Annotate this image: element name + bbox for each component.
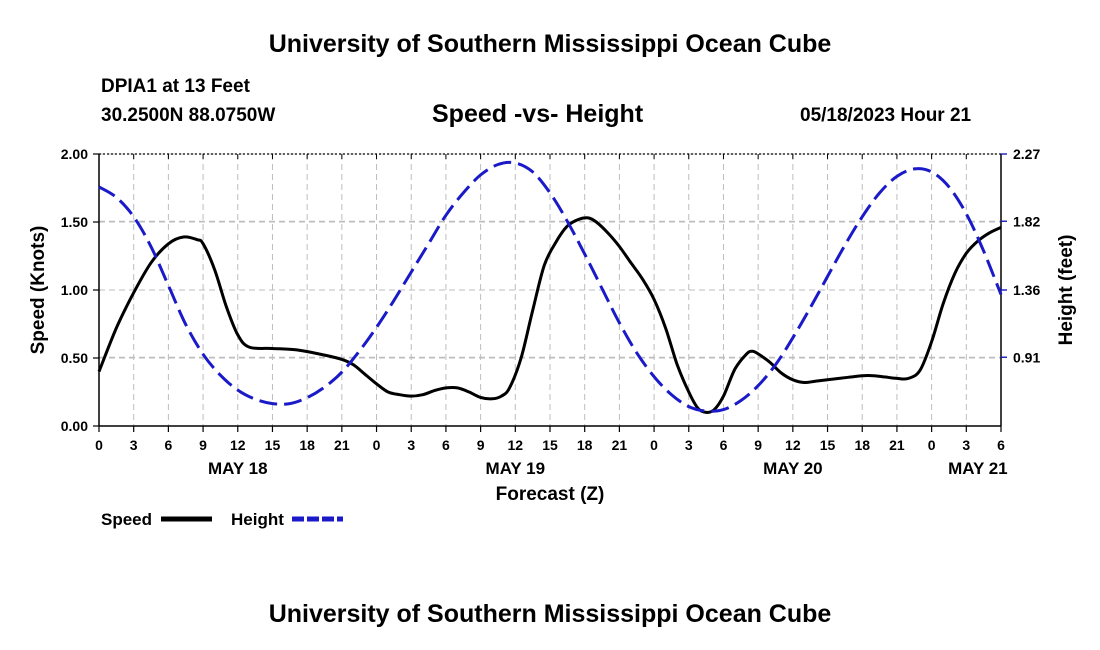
x-tick-label: 15: [265, 437, 281, 453]
x-tick-label: 21: [889, 437, 905, 453]
x-tick-label: 9: [199, 437, 207, 453]
x-tick-label: 3: [685, 437, 693, 453]
y-tick-label-right: 2.27: [1013, 146, 1040, 162]
x-tick-label: 9: [754, 437, 762, 453]
speed-height-chart: 0 3 6 9 12 15 18 21 0 3 6 9 12 15 18 21 0 3 6 9 12 15 18 21 0 3 6 0…: [28, 146, 1077, 529]
footer-title: University of Southern Mississippi Ocean…: [268, 600, 832, 628]
x-tick-label: 12: [230, 437, 246, 453]
y-tick-label-left: 0.50: [61, 350, 88, 366]
y-tick-label-right: 1.82: [1013, 213, 1040, 229]
y-axis-title-left: Speed (Knots): [28, 226, 49, 355]
x-tick-label: 21: [334, 437, 350, 453]
x-tick-label: 6: [442, 437, 450, 453]
speed-series-line: [97, 216, 1002, 414]
station-name: DPIA1 at 13 Feet: [101, 76, 250, 97]
x-tick-label: 6: [997, 437, 1005, 453]
x-tick-label: 0: [928, 437, 936, 453]
x-tick-label: 6: [720, 437, 728, 453]
x-tick-label: 6: [164, 437, 172, 453]
x-tick-label: 0: [373, 437, 381, 453]
x-tick-label: 9: [477, 437, 485, 453]
page-title: University of Southern Mississippi Ocean…: [268, 30, 832, 58]
x-tick-label: 15: [542, 437, 558, 453]
date-label: MAY 19: [486, 459, 546, 478]
y-tick-label-right: 1.36: [1013, 282, 1040, 298]
x-tick-label: 3: [407, 437, 415, 453]
x-tick-label: 0: [650, 437, 658, 453]
x-tick-label: 18: [299, 437, 315, 453]
x-tick-label: 3: [962, 437, 970, 453]
y-tick-label-right: 0.91: [1013, 349, 1040, 365]
date-label: MAY 18: [208, 459, 268, 478]
x-tick-label: 15: [820, 437, 836, 453]
forecast-timestamp: 05/18/2023 Hour 21: [800, 105, 972, 126]
y-tick-label-left: 1.50: [61, 214, 88, 230]
station-coordinates: 30.2500N 88.0750W: [101, 105, 276, 126]
x-tick-label: 12: [508, 437, 524, 453]
x-tick-label: 18: [854, 437, 870, 453]
legend-height-label: Height: [231, 510, 284, 529]
x-axis-title: Forecast (Z): [496, 484, 605, 505]
x-tick-label: 0: [95, 437, 103, 453]
x-tick-label: 18: [577, 437, 593, 453]
y-axis-title-right: Height (feet): [1056, 235, 1077, 346]
x-tick-label: 3: [130, 437, 138, 453]
y-tick-label-left: 2.00: [61, 146, 88, 162]
x-tick-label: 21: [612, 437, 628, 453]
chart-title: Speed -vs- Height: [432, 100, 644, 128]
date-label: MAY 21: [948, 459, 1008, 478]
y-tick-label-left: 1.00: [61, 282, 88, 298]
date-label: MAY 20: [763, 459, 823, 478]
x-tick-label: 12: [785, 437, 801, 453]
legend-speed-label: Speed: [101, 510, 152, 529]
height-series-line: [98, 160, 1003, 413]
y-tick-label-left: 0.00: [61, 418, 88, 434]
